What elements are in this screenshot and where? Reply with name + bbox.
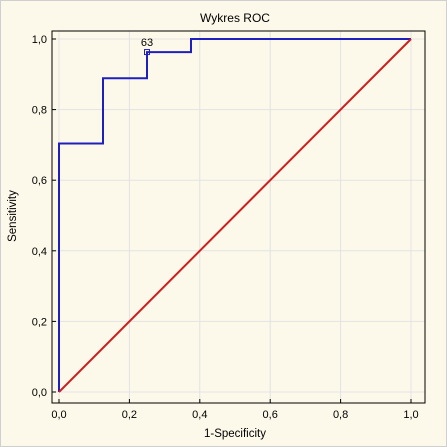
plot-area (51, 30, 426, 404)
y-axis-title: Sensitivity (7, 190, 19, 242)
x-tick-label: 0,6 (263, 409, 278, 421)
x-axis-title: 1-Specificity (204, 428, 266, 440)
cutoff-marker (144, 49, 150, 56)
x-tick-label: 0,8 (333, 409, 348, 421)
y-tick-label: 0,2 (32, 316, 47, 328)
x-tick-label: 0,2 (122, 409, 137, 421)
x-tick-label: 0,4 (192, 409, 207, 421)
y-tick-label: 0,6 (32, 175, 47, 187)
grid (52, 31, 425, 403)
y-tick-label: 1,0 (32, 34, 47, 46)
series-layer (58, 38, 412, 393)
annotations: 63 (141, 37, 153, 56)
reference-line (58, 38, 412, 393)
y-tick-label: 0,8 (32, 105, 47, 117)
y-tick-label: 0,0 (32, 387, 47, 399)
x-tick-label: 0,0 (51, 409, 66, 421)
x-tick-label: 1,0 (403, 409, 418, 421)
roc-curve (58, 38, 411, 392)
cutoff-label: 63 (141, 37, 153, 49)
chart-title: Wykres ROC (200, 11, 270, 25)
y-tick-label: 0,4 (32, 246, 47, 258)
ticks: 0,0 0,2 0,4 0,6 0,8 1,0 0,0 0,2 0,4 0,6 0,8 1,0 (32, 34, 419, 421)
